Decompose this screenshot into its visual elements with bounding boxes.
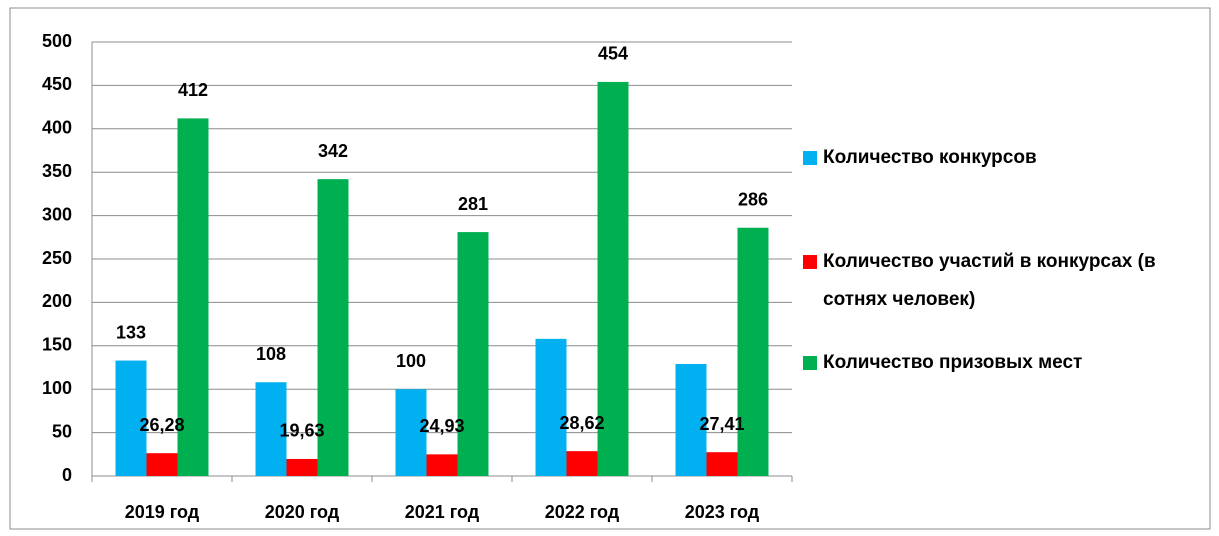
bar (317, 179, 349, 477)
x-tick-label: 2021 год (405, 502, 480, 522)
legend-item: Количество призовых мест (803, 344, 1203, 382)
data-label: 28,62 (559, 413, 604, 433)
data-label: 19,63 (279, 421, 324, 441)
y-tick-label: 400 (42, 118, 72, 138)
data-label: 100 (396, 351, 426, 371)
bar (737, 227, 769, 476)
legend-label: Количество конкурсов (823, 147, 1037, 168)
bar (457, 232, 489, 476)
legend-item: Количество конкурсов (803, 139, 1203, 177)
data-label: 108 (256, 344, 286, 364)
bar (177, 118, 209, 476)
y-tick-label: 100 (42, 378, 72, 398)
bar (255, 382, 287, 476)
legend-item: Количество участий в конкурсах (в сотнях… (803, 243, 1203, 319)
x-tick-label: 2019 год (125, 502, 200, 522)
data-label: 133 (116, 322, 146, 342)
y-tick-label: 250 (42, 248, 72, 268)
bar (395, 389, 427, 476)
bar (286, 458, 318, 476)
y-tick-label: 150 (42, 335, 72, 355)
data-label: 342 (318, 141, 348, 161)
data-label: 24,93 (419, 416, 464, 436)
bar (146, 453, 178, 476)
legend-swatch (803, 356, 817, 370)
data-label: 281 (458, 194, 488, 214)
y-tick-label: 0 (62, 465, 72, 485)
bar (675, 364, 707, 476)
data-label: 454 (598, 44, 628, 64)
legend-swatch (803, 151, 817, 165)
x-tick-label: 2023 год (685, 502, 760, 522)
legend-swatch (803, 255, 817, 269)
data-label: 286 (738, 190, 768, 210)
y-tick-label: 350 (42, 161, 72, 181)
legend-label: Количество участий в конкурсах (в сотнях… (823, 251, 1156, 310)
bar (566, 451, 598, 476)
x-tick-label: 2022 год (545, 502, 620, 522)
x-tick-label: 2020 год (265, 502, 340, 522)
bar (115, 360, 147, 476)
y-tick-label: 200 (42, 291, 72, 311)
y-tick-label: 500 (42, 31, 72, 51)
data-label: 412 (178, 80, 208, 100)
bar (597, 81, 629, 476)
y-tick-label: 450 (42, 74, 72, 94)
y-tick-label: 50 (52, 421, 72, 441)
data-label: 26,28 (139, 415, 184, 435)
y-tick-label: 300 (42, 204, 72, 224)
bar (426, 454, 458, 476)
legend-label: Количество призовых мест (823, 352, 1083, 373)
data-label: 27,41 (699, 414, 744, 434)
bar (535, 338, 567, 476)
bar (706, 452, 738, 476)
